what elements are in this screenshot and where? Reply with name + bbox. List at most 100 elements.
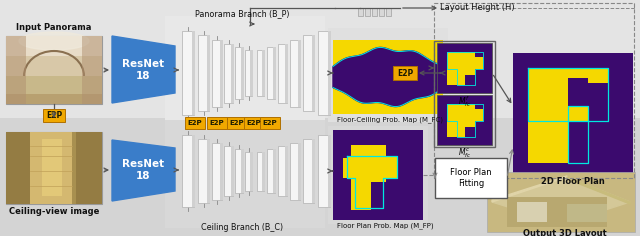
Polygon shape	[358, 8, 363, 16]
Bar	[303, 35, 314, 111]
Text: Ceiling Branch (B_C): Ceiling Branch (B_C)	[201, 223, 283, 232]
Bar	[434, 41, 495, 147]
Bar	[312, 35, 315, 111]
Bar	[250, 50, 253, 96]
Bar	[267, 47, 275, 99]
Bar	[182, 31, 194, 115]
Polygon shape	[386, 8, 391, 16]
Bar	[517, 202, 547, 222]
Text: E2P: E2P	[188, 120, 202, 126]
Polygon shape	[365, 8, 370, 16]
Bar	[447, 57, 483, 69]
Bar	[328, 31, 331, 115]
Bar	[82, 36, 102, 104]
Text: ResNet
18: ResNet 18	[122, 159, 164, 181]
Bar	[333, 40, 443, 114]
Bar	[568, 121, 608, 163]
Text: E2P: E2P	[246, 120, 261, 126]
Bar	[231, 146, 234, 196]
Bar	[262, 50, 265, 96]
Bar	[224, 43, 233, 102]
Bar	[588, 83, 608, 121]
Text: $M^c_{fc}$: $M^c_{fc}$	[458, 146, 471, 160]
Bar	[371, 182, 386, 210]
Bar	[6, 132, 102, 204]
Text: E2P: E2P	[230, 120, 244, 126]
Bar	[290, 39, 300, 106]
Bar	[207, 139, 210, 203]
Polygon shape	[112, 36, 175, 103]
Bar	[447, 109, 483, 121]
Bar	[435, 158, 507, 198]
Ellipse shape	[19, 32, 89, 50]
Bar	[303, 139, 314, 203]
Text: Floor Plan Prob. Map (M_FP): Floor Plan Prob. Map (M_FP)	[337, 223, 433, 229]
Bar	[6, 36, 26, 104]
Bar	[278, 43, 287, 102]
Text: Input Panorama: Input Panorama	[16, 24, 92, 33]
Bar	[298, 143, 301, 199]
Text: Layout Height (H): Layout Height (H)	[440, 4, 515, 13]
Bar	[333, 130, 423, 220]
Bar	[257, 152, 264, 190]
Bar	[273, 149, 276, 193]
Bar	[6, 94, 102, 104]
Bar	[30, 132, 72, 204]
Bar	[393, 66, 417, 80]
Bar	[328, 126, 428, 224]
Bar	[568, 78, 588, 106]
Bar	[6, 36, 102, 104]
Bar	[245, 152, 252, 190]
Bar	[273, 47, 276, 99]
Bar	[347, 156, 397, 178]
Bar	[447, 104, 475, 137]
Bar	[250, 152, 253, 190]
Bar	[6, 36, 102, 58]
Bar	[278, 146, 287, 196]
Bar	[290, 143, 300, 199]
Bar	[42, 139, 62, 196]
Bar	[227, 117, 247, 129]
Text: 2D Floor Plan: 2D Floor Plan	[541, 177, 605, 185]
Bar	[6, 76, 102, 96]
Bar	[437, 95, 492, 145]
Bar	[235, 47, 243, 99]
Bar	[355, 156, 383, 208]
Bar	[0, 0, 640, 118]
Text: E2P: E2P	[262, 120, 277, 126]
Bar	[328, 28, 448, 122]
Bar	[507, 197, 607, 227]
Bar	[212, 143, 222, 199]
Bar	[513, 53, 633, 178]
Bar	[192, 31, 195, 115]
Bar	[6, 132, 102, 204]
Bar	[262, 152, 265, 190]
Bar	[224, 146, 233, 196]
Text: $M^f_{fc}$: $M^f_{fc}$	[458, 94, 471, 109]
Bar	[198, 139, 209, 203]
Bar	[351, 145, 386, 210]
Bar	[437, 43, 492, 93]
Bar	[182, 135, 194, 207]
Text: Output 3D Layout: Output 3D Layout	[523, 229, 607, 236]
Polygon shape	[567, 177, 630, 204]
Bar	[6, 132, 30, 204]
Bar	[245, 50, 252, 96]
Bar	[192, 135, 195, 207]
Text: Floor-Ceiling Prob. Map (M_FC): Floor-Ceiling Prob. Map (M_FC)	[337, 117, 443, 123]
Bar	[207, 117, 227, 129]
Polygon shape	[333, 47, 443, 107]
Bar	[318, 31, 330, 115]
Text: ResNet
18: ResNet 18	[122, 59, 164, 81]
Bar	[185, 117, 205, 129]
Bar	[220, 143, 223, 199]
Polygon shape	[379, 8, 384, 16]
Bar	[285, 43, 288, 102]
Bar	[207, 35, 210, 111]
Bar	[198, 35, 209, 111]
Bar	[231, 43, 234, 102]
Text: E2P: E2P	[46, 110, 62, 119]
Text: Panorama Branch (B_P): Panorama Branch (B_P)	[195, 9, 289, 18]
Polygon shape	[492, 177, 630, 224]
Text: E2P: E2P	[397, 68, 413, 77]
